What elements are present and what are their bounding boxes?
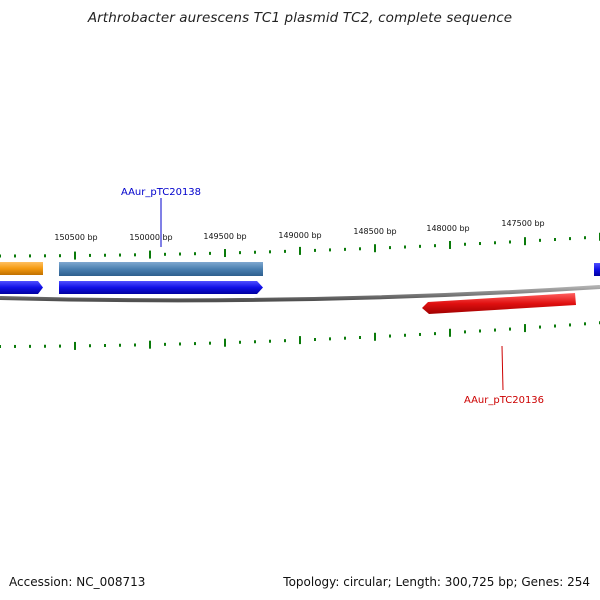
plasmid-backbone [0, 285, 600, 303]
cds-track [0, 281, 263, 294]
ruler-tick-label: 149500 bp [203, 232, 246, 241]
gene-label-aaur-ptc20138[interactable]: AAur_pTC20138 [121, 187, 201, 247]
blue-cds-arrow-left[interactable] [0, 281, 43, 294]
label-leader-line [501, 345, 504, 391]
topology-summary-text: Topology: circular; Length: 300,725 bp; … [283, 575, 590, 589]
upper-ruler [0, 232, 600, 260]
steelblue-gene-feature[interactable] [59, 262, 263, 276]
ruler-tick-label: 148000 bp [426, 224, 469, 233]
accession-text: Accession: NC_008713 [9, 575, 146, 589]
gene-label-text: AAur_pTC20136 [464, 395, 544, 406]
map-title: Arthrobacter aurescens TC1 plasmid TC2, … [87, 10, 513, 26]
ruler-tick-label: 150500 bp [54, 233, 97, 242]
ruler-tick-label: 149000 bp [278, 231, 321, 240]
gene-label-aaur-ptc20136[interactable]: AAur_pTC20136 [464, 345, 544, 406]
blue-cds-arrow-main[interactable] [59, 281, 263, 294]
orange-gene-feature[interactable] [0, 262, 43, 275]
feature-track [0, 262, 600, 276]
blue-gene-feature-right[interactable] [594, 263, 600, 276]
gene-label-text: AAur_pTC20138 [121, 187, 201, 198]
lower-ruler [0, 321, 600, 350]
red-cds-arrow[interactable] [422, 293, 576, 314]
ruler-tick-label: 148500 bp [353, 227, 396, 236]
ruler-labels: 150500 bp 150000 bp 149500 bp 149000 bp … [54, 219, 544, 242]
ruler-tick-label: 150000 bp [129, 233, 172, 242]
ruler-tick-label: 147500 bp [501, 219, 544, 228]
